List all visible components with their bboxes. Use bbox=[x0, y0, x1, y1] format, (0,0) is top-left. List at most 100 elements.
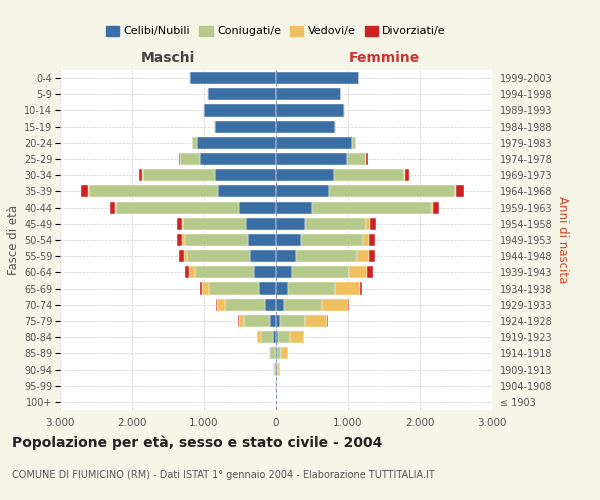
Bar bbox=[296, 250, 358, 262]
Bar bbox=[277, 364, 278, 376]
Bar bbox=[204, 104, 276, 117]
Bar bbox=[269, 348, 270, 360]
Bar bbox=[363, 234, 369, 246]
Bar bbox=[110, 202, 115, 213]
Bar bbox=[178, 234, 182, 246]
Bar bbox=[327, 315, 328, 327]
Bar bbox=[250, 250, 276, 262]
Bar bbox=[185, 266, 189, 278]
Bar bbox=[261, 331, 273, 343]
Bar bbox=[276, 202, 312, 213]
Text: Maschi: Maschi bbox=[141, 51, 195, 65]
Legend: Celibi/Nubili, Coniugati/e, Vedovi/e, Divorziati/e: Celibi/Nubili, Coniugati/e, Vedovi/e, Di… bbox=[101, 21, 451, 41]
Bar bbox=[208, 88, 276, 101]
Bar bbox=[238, 315, 239, 327]
Bar bbox=[335, 282, 359, 294]
Bar bbox=[287, 282, 335, 294]
Bar bbox=[276, 137, 352, 149]
Y-axis label: Fasce di età: Fasce di età bbox=[7, 205, 20, 275]
Bar bbox=[89, 186, 218, 198]
Bar bbox=[369, 234, 376, 246]
Bar bbox=[276, 331, 278, 343]
Bar bbox=[276, 88, 341, 101]
Bar bbox=[284, 298, 322, 311]
Bar bbox=[215, 120, 276, 132]
Bar bbox=[276, 169, 334, 181]
Bar bbox=[322, 298, 348, 311]
Bar bbox=[277, 348, 281, 360]
Bar bbox=[270, 315, 276, 327]
Bar bbox=[344, 104, 345, 117]
Bar bbox=[216, 298, 217, 311]
Bar bbox=[265, 298, 276, 311]
Bar bbox=[190, 72, 276, 84]
Bar bbox=[200, 282, 202, 294]
Bar bbox=[275, 364, 276, 376]
Bar bbox=[276, 218, 305, 230]
Bar bbox=[246, 218, 276, 230]
Bar bbox=[334, 169, 404, 181]
Bar bbox=[370, 218, 376, 230]
Bar bbox=[276, 104, 344, 117]
Bar bbox=[180, 153, 200, 165]
Bar bbox=[203, 104, 204, 117]
Bar bbox=[276, 120, 335, 132]
Bar bbox=[359, 282, 362, 294]
Bar bbox=[194, 266, 254, 278]
Bar bbox=[143, 169, 215, 181]
Bar bbox=[275, 348, 276, 360]
Bar bbox=[115, 202, 116, 213]
Bar bbox=[404, 169, 405, 181]
Bar bbox=[239, 315, 244, 327]
Bar bbox=[248, 234, 276, 246]
Bar bbox=[278, 331, 290, 343]
Bar bbox=[290, 331, 304, 343]
Bar bbox=[214, 120, 215, 132]
Bar bbox=[182, 234, 185, 246]
Bar bbox=[329, 186, 455, 198]
Bar bbox=[281, 348, 287, 360]
Bar bbox=[366, 218, 370, 230]
Bar bbox=[352, 137, 356, 149]
Bar bbox=[358, 250, 369, 262]
Bar bbox=[185, 234, 248, 246]
Bar bbox=[276, 186, 329, 198]
Bar bbox=[81, 186, 88, 198]
Bar bbox=[367, 153, 368, 165]
Bar bbox=[215, 169, 276, 181]
Bar bbox=[305, 218, 366, 230]
Text: Femmine: Femmine bbox=[349, 51, 419, 65]
Bar bbox=[189, 266, 194, 278]
Bar bbox=[187, 250, 250, 262]
Bar bbox=[301, 234, 363, 246]
Bar bbox=[197, 137, 276, 149]
Bar bbox=[431, 202, 433, 213]
Bar bbox=[276, 234, 301, 246]
Bar bbox=[193, 137, 197, 149]
Bar bbox=[184, 250, 187, 262]
Bar bbox=[209, 282, 259, 294]
Bar bbox=[367, 266, 373, 278]
Text: Popolazione per età, sesso e stato civile - 2004: Popolazione per età, sesso e stato civil… bbox=[12, 435, 382, 450]
Bar bbox=[276, 348, 277, 360]
Bar bbox=[270, 348, 275, 360]
Bar bbox=[244, 315, 270, 327]
Bar bbox=[200, 153, 276, 165]
Bar bbox=[139, 169, 142, 181]
Bar bbox=[347, 153, 366, 165]
Bar bbox=[305, 315, 327, 327]
Bar bbox=[225, 298, 265, 311]
Bar bbox=[335, 120, 336, 132]
Bar bbox=[274, 364, 275, 376]
Y-axis label: Anni di nascita: Anni di nascita bbox=[556, 196, 569, 284]
Bar bbox=[257, 331, 261, 343]
Bar bbox=[433, 202, 439, 213]
Bar bbox=[276, 282, 287, 294]
Bar bbox=[183, 218, 246, 230]
Bar bbox=[116, 202, 239, 213]
Bar bbox=[276, 266, 292, 278]
Bar bbox=[405, 169, 409, 181]
Bar bbox=[276, 250, 296, 262]
Bar bbox=[455, 186, 464, 198]
Bar bbox=[276, 315, 280, 327]
